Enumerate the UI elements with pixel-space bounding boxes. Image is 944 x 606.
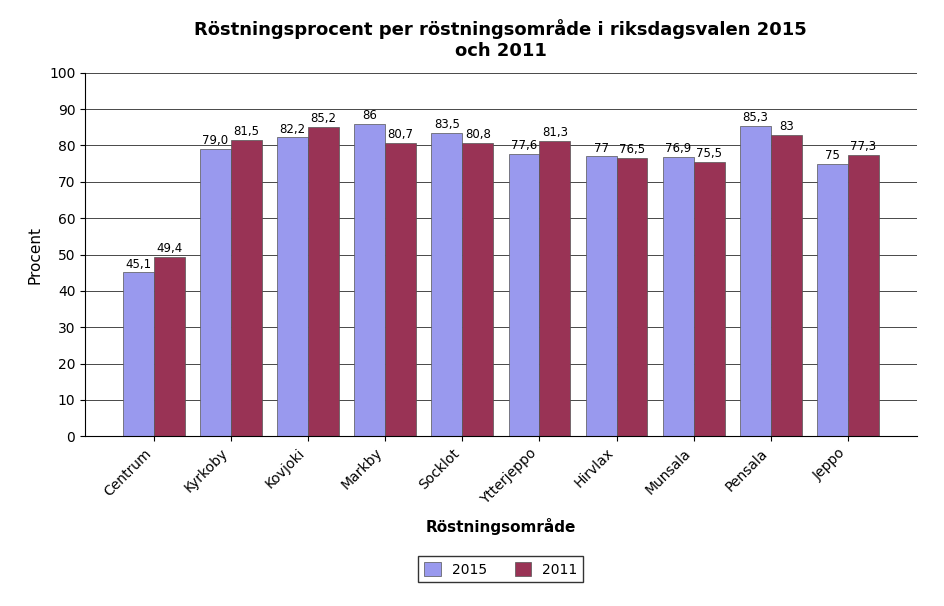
Bar: [277, 138, 308, 436]
Title: Röstningsprocent per röstningsområde i riksdagsvalen 2015
och 2011: Röstningsprocent per röstningsområde i r…: [194, 19, 806, 60]
Text: 81,5: 81,5: [233, 125, 259, 138]
Bar: [739, 126, 770, 436]
Text: 45,1: 45,1: [126, 258, 151, 270]
Bar: [539, 141, 569, 436]
Bar: [230, 140, 261, 436]
Legend: 2015, 2011: 2015, 2011: [418, 556, 582, 582]
Text: 77: 77: [593, 142, 608, 155]
Bar: [585, 156, 615, 436]
Bar: [462, 142, 493, 436]
Bar: [308, 127, 339, 436]
Text: 85,3: 85,3: [742, 112, 767, 124]
Text: 49,4: 49,4: [156, 242, 182, 255]
Bar: [770, 135, 801, 436]
Text: 86: 86: [362, 109, 377, 122]
Text: 82,2: 82,2: [279, 122, 305, 136]
Bar: [200, 149, 230, 436]
Text: 80,8: 80,8: [464, 128, 490, 141]
X-axis label: Röstningsområde: Röstningsområde: [425, 518, 576, 535]
Bar: [123, 272, 154, 436]
Text: 83: 83: [778, 120, 793, 133]
Bar: [154, 257, 184, 436]
Bar: [847, 155, 878, 436]
Bar: [508, 154, 539, 436]
Text: 81,3: 81,3: [541, 126, 567, 139]
Text: 79,0: 79,0: [202, 135, 228, 147]
Text: 83,5: 83,5: [433, 118, 460, 131]
Text: 75,5: 75,5: [696, 147, 721, 160]
Text: 76,5: 76,5: [618, 144, 645, 156]
Bar: [817, 164, 847, 436]
Bar: [354, 124, 385, 436]
Bar: [385, 143, 415, 436]
Text: 75: 75: [824, 149, 839, 162]
Text: 80,7: 80,7: [387, 128, 413, 141]
Y-axis label: Procent: Procent: [27, 225, 42, 284]
Text: 76,9: 76,9: [665, 142, 691, 155]
Bar: [431, 133, 462, 436]
Text: 77,3: 77,3: [850, 141, 875, 153]
Bar: [693, 162, 724, 436]
Bar: [615, 158, 647, 436]
Bar: [662, 157, 693, 436]
Text: 77,6: 77,6: [511, 139, 536, 152]
Text: 85,2: 85,2: [310, 112, 336, 125]
